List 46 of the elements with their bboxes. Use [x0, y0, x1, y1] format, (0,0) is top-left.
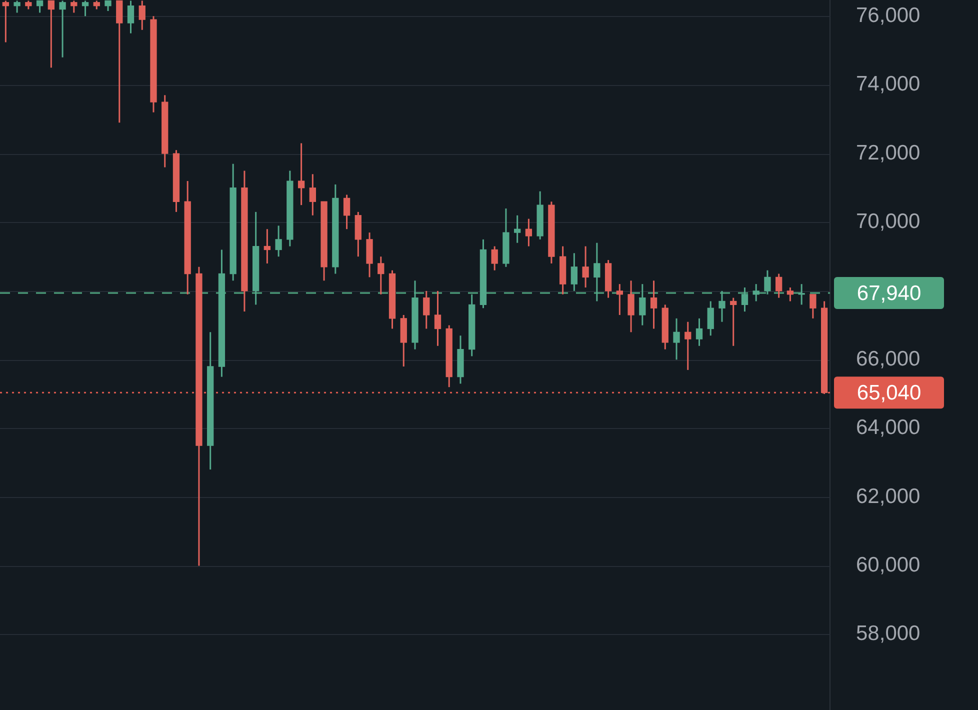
candlestick — [730, 297, 737, 347]
candlestick — [70, 0, 78, 14]
candlestick — [423, 290, 430, 330]
candlestick — [673, 318, 680, 360]
candlestick — [684, 321, 692, 371]
y-tick-label: 64,000 — [856, 416, 920, 440]
candlestick — [343, 194, 350, 230]
ref-line-label: 65,040 — [856, 381, 922, 404]
candlestick — [810, 294, 816, 320]
candlestick — [298, 142, 305, 206]
candlestick — [14, 0, 20, 14]
candlestick — [434, 290, 442, 347]
candlestick — [616, 283, 623, 316]
candlestick — [104, 0, 112, 12]
ref-line-label: 67,940 — [856, 282, 922, 305]
candlestick — [36, 0, 44, 14]
candlestick — [707, 300, 714, 336]
candlestick — [264, 228, 271, 264]
candlestick — [628, 280, 634, 333]
candlestick — [514, 214, 521, 244]
y-tick-label: 76,000 — [856, 4, 920, 27]
y-tick-label: 72,000 — [856, 141, 920, 164]
candlestick — [491, 246, 498, 272]
candlestick — [127, 0, 134, 34]
y-tick-label: 58,000 — [856, 622, 920, 646]
candlestick — [2, 0, 10, 43]
candlestick — [525, 218, 532, 248]
y-tick-label: 62,000 — [856, 484, 920, 508]
candlestick — [116, 0, 123, 124]
candlestick — [138, 0, 146, 31]
candlestick — [570, 252, 578, 292]
candlestick — [696, 318, 703, 347]
y-tick-label: 66,000 — [856, 347, 920, 370]
candlestick — [582, 246, 589, 288]
candlestick — [786, 286, 794, 302]
candlestick — [776, 273, 782, 299]
y-tick-label: 70,000 — [856, 210, 920, 234]
candlestick — [59, 0, 66, 58]
candlestick — [48, 0, 54, 68]
y-tick-label: 60,000 — [856, 554, 920, 577]
candlestick — [275, 224, 282, 258]
y-tick-label: 74,000 — [856, 72, 920, 96]
candlestick — [378, 256, 384, 296]
candlestick — [82, 0, 89, 17]
candlestick — [650, 280, 658, 330]
candlestick — [309, 173, 316, 216]
